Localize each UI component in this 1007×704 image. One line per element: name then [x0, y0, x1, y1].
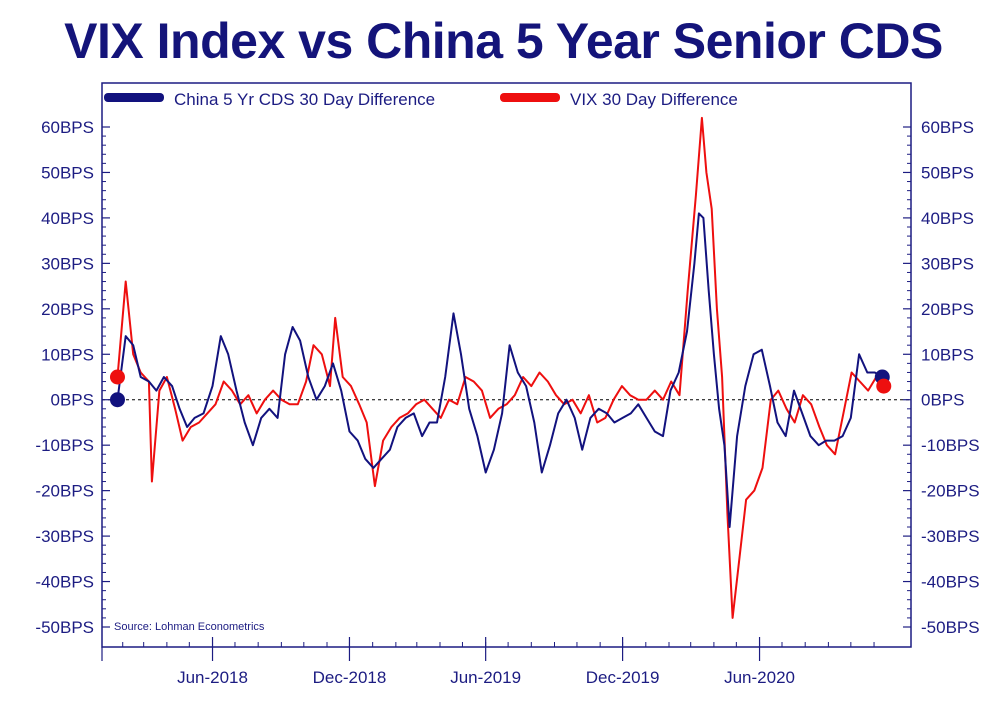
y-tick-label-left: 0BPS	[51, 391, 94, 410]
y-tick-label-right: 20BPS	[921, 300, 974, 319]
y-tick-label-right: -50BPS	[921, 618, 980, 637]
x-axis: Jun-2018 Dec-2018 Jun-2019 Dec-2019 Jun-2020	[101, 637, 875, 687]
y-tick-label-right: 30BPS	[921, 254, 974, 273]
y-tick-label-left: 50BPS	[41, 163, 94, 182]
y-tick-label-left: -40BPS	[35, 573, 94, 592]
y-tick-label-right: -20BPS	[921, 482, 980, 501]
y-axis-right: 60BPS 50BPS 40BPS 30BPS 20BPS 10BPS 0BPS -10BPS…	[903, 118, 980, 637]
y-axis-left: 60BPS 50BPS 40BPS 30BPS 20BPS 10BPS 0BPS -10BPS…	[35, 118, 110, 637]
y-tick-label-right: 10BPS	[921, 345, 974, 364]
y-tick-label-left: -10BPS	[35, 436, 94, 455]
vix-start-marker	[109, 369, 125, 385]
x-tick-label: Jun-2018	[177, 668, 248, 687]
y-tick-label-right: -30BPS	[921, 527, 980, 546]
x-tick-label: Jun-2019	[450, 668, 521, 687]
y-tick-label-right: -40BPS	[921, 573, 980, 592]
legend: China 5 Yr CDS 30 Day Difference VIX 30 …	[104, 90, 738, 109]
vix-end-marker	[876, 378, 892, 394]
series-line-vix	[116, 116, 885, 619]
series-line-cds	[116, 212, 883, 528]
chart-title: VIX Index vs China 5 Year Senior CDS	[64, 13, 943, 69]
y-tick-label-left: -30BPS	[35, 527, 94, 546]
y-tick-label-left: 30BPS	[41, 254, 94, 273]
plot-frame	[101, 82, 912, 648]
y-tick-label-left: 60BPS	[41, 118, 94, 137]
y-tick-label-left: -20BPS	[35, 482, 94, 501]
x-tick-label: Dec-2019	[586, 668, 660, 687]
x-tick-label: Jun-2020	[724, 668, 795, 687]
x-tick-label: Dec-2018	[313, 668, 387, 687]
y-tick-label-right: 50BPS	[921, 163, 974, 182]
legend-label-cds: China 5 Yr CDS 30 Day Difference	[174, 90, 435, 109]
y-tick-label-left: 10BPS	[41, 345, 94, 364]
y-tick-label-right: 60BPS	[921, 118, 974, 137]
y-tick-label-left: 20BPS	[41, 300, 94, 319]
legend-swatch-vix	[500, 93, 560, 102]
cds-start-marker	[109, 392, 125, 408]
y-tick-label-right: -10BPS	[921, 436, 980, 455]
legend-label-vix: VIX 30 Day Difference	[570, 90, 738, 109]
y-tick-label-right: 0BPS	[921, 391, 964, 410]
series-layer	[109, 116, 892, 619]
source-note: Source: Lohman Econometrics	[114, 621, 265, 633]
y-tick-label-left: -50BPS	[35, 618, 94, 637]
legend-swatch-cds	[104, 93, 164, 102]
y-tick-label-left: 40BPS	[41, 209, 94, 228]
y-tick-label-right: 40BPS	[921, 209, 974, 228]
